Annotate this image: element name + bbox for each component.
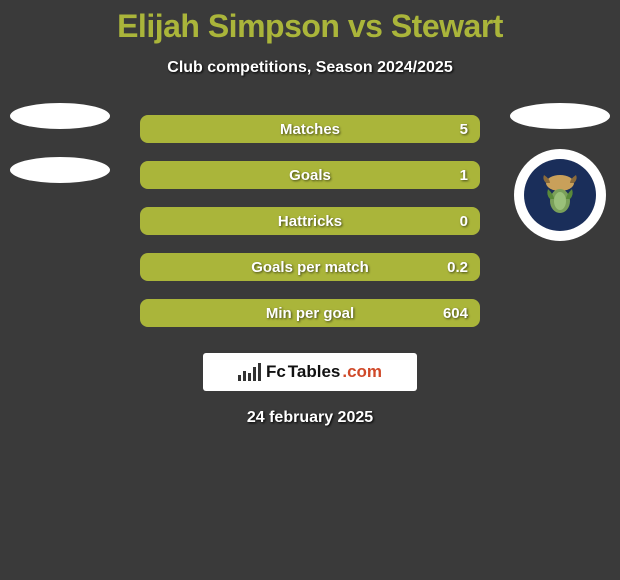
club-crest-inner	[524, 159, 596, 231]
stat-row-matches: Matches 5	[140, 115, 480, 143]
thistle-icon	[536, 171, 584, 219]
watermark-text-a: Fc	[266, 362, 286, 382]
stat-label: Min per goal	[266, 305, 354, 322]
chart-bars-icon	[238, 363, 261, 381]
stat-value: 0.2	[447, 259, 468, 276]
right-player-badges	[510, 103, 610, 241]
comparison-panel: Matches 5 Goals 1 Hattricks 0 Goals per …	[0, 115, 620, 427]
stats-bars: Matches 5 Goals 1 Hattricks 0 Goals per …	[140, 115, 480, 327]
stat-row-min-per-goal: Min per goal 604	[140, 299, 480, 327]
stat-row-hattricks: Hattricks 0	[140, 207, 480, 235]
subtitle: Club competitions, Season 2024/2025	[0, 59, 620, 77]
stat-value: 0	[460, 213, 468, 230]
stat-label: Hattricks	[278, 213, 342, 230]
footer-date: 24 february 2025	[0, 409, 620, 427]
page-title: Elijah Simpson vs Stewart	[0, 0, 620, 45]
watermark-text-c: .com	[342, 362, 382, 382]
right-badge-1	[510, 103, 610, 129]
watermark: FcTables.com	[203, 353, 417, 391]
stat-label: Matches	[280, 121, 340, 138]
stat-value: 1	[460, 167, 468, 184]
stat-value: 5	[460, 121, 468, 138]
left-badge-2	[10, 157, 110, 183]
stat-row-goals-per-match: Goals per match 0.2	[140, 253, 480, 281]
stat-value: 604	[443, 305, 468, 322]
watermark-text-b: Tables	[288, 362, 341, 382]
stat-label: Goals per match	[251, 259, 369, 276]
left-player-badges	[10, 103, 110, 183]
left-badge-1	[10, 103, 110, 129]
stat-label: Goals	[289, 167, 331, 184]
stat-row-goals: Goals 1	[140, 161, 480, 189]
club-crest	[514, 149, 606, 241]
